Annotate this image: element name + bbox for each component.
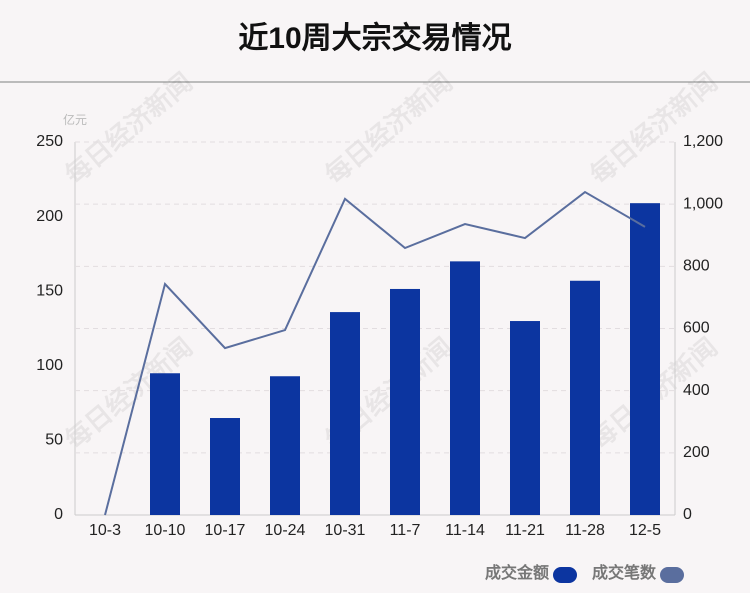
x-tick-label: 11-28 [565, 522, 605, 539]
line [104, 190, 646, 516]
legend-swatch [553, 567, 577, 583]
x-tick-label: 11-7 [390, 522, 421, 539]
legend-label: 成交笔数 [592, 563, 657, 582]
y2-tick-label: 1,200 [683, 133, 723, 150]
x-tick-label: 10-24 [265, 522, 306, 539]
chart-title: 近10周大宗交易情况 [238, 21, 511, 55]
y2-tick-label: 200 [683, 444, 710, 461]
y-tick-label: 0 [54, 506, 63, 523]
y-tick-label: 50 [45, 432, 63, 449]
y-tick-label: 100 [36, 357, 63, 374]
y2-tick-label: 400 [683, 382, 710, 399]
legend-label: 成交金额 [485, 563, 549, 582]
y2-tick-label: 600 [683, 320, 710, 337]
bar [270, 376, 300, 515]
x-tick-label: 10-3 [89, 522, 121, 539]
bar [630, 203, 660, 515]
y-tick-label: 150 [36, 282, 63, 299]
x-tick-label: 10-10 [145, 522, 186, 539]
y-tick-label: 250 [36, 133, 63, 150]
bar [450, 261, 480, 515]
x-tick-label: 12-5 [629, 522, 661, 539]
bar [390, 288, 420, 515]
bar [150, 373, 180, 515]
bar [330, 312, 360, 515]
x-tick-label: 11-21 [505, 522, 545, 539]
bar [510, 321, 540, 515]
legend-swatch [660, 567, 684, 583]
y-tick-label: 200 [36, 208, 63, 225]
y2-tick-label: 1,000 [683, 195, 723, 212]
y2-tick-label: 0 [683, 506, 692, 523]
y-unit: 亿元 [63, 112, 87, 127]
bar [210, 418, 240, 515]
y2-tick-label: 800 [683, 258, 710, 275]
x-tick-label: 10-17 [205, 522, 246, 539]
bar [570, 280, 600, 515]
x-tick-label: 10-31 [325, 522, 366, 539]
x-tick-label: 11-14 [445, 522, 485, 539]
